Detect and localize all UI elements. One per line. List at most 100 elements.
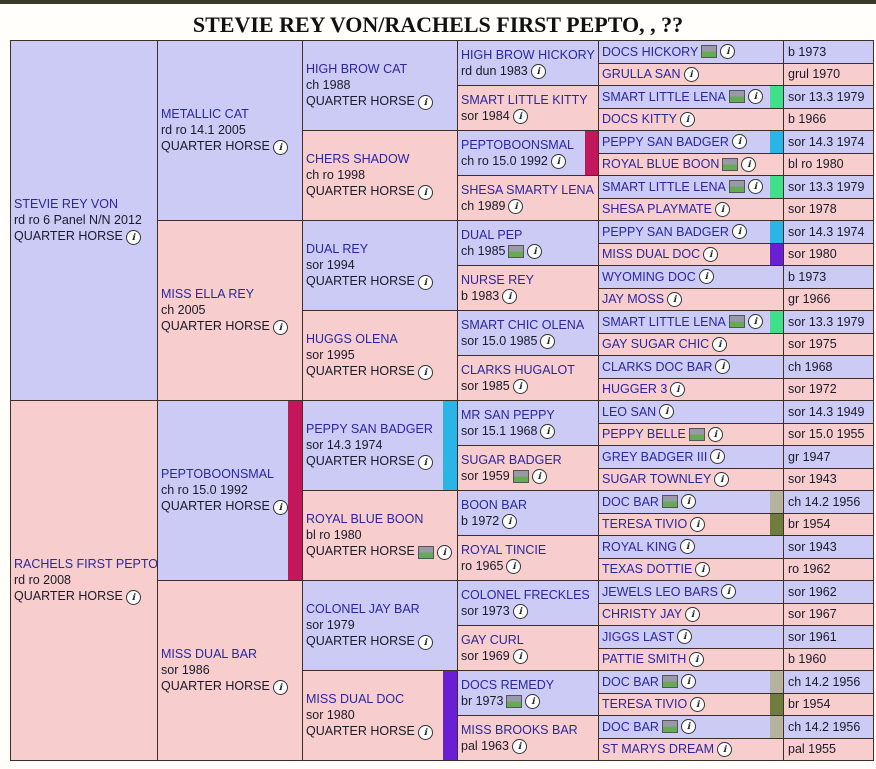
- info-icon[interactable]: ℹ: [703, 246, 719, 262]
- horse-name-link[interactable]: DOC BAR: [602, 719, 659, 734]
- info-icon[interactable]: ℹ: [125, 229, 141, 245]
- horse-cell[interactable]: GREY BADGER III ℹ: [598, 445, 784, 469]
- horse-name-link[interactable]: SMART LITTLE LENA: [602, 179, 726, 194]
- photo-icon[interactable]: [512, 470, 529, 484]
- horse-cell[interactable]: GAY CURL sor 1969 ℹ: [457, 625, 599, 671]
- horse-cell[interactable]: HIGH BROW CAT ch 1988 QUARTER HORSE ℹ: [302, 40, 458, 131]
- info-icon[interactable]: ℹ: [125, 589, 141, 605]
- info-icon[interactable]: ℹ: [540, 424, 556, 440]
- horse-name-link[interactable]: SMART LITTLE LENA: [602, 89, 726, 104]
- info-icon[interactable]: ℹ: [667, 291, 683, 307]
- info-icon[interactable]: ℹ: [680, 111, 696, 127]
- horse-cell[interactable]: DUAL REY sor 1994 QUARTER HORSE ℹ: [302, 220, 458, 311]
- horse-name-link[interactable]: SHESA PLAYMATE: [602, 202, 712, 217]
- info-icon[interactable]: ℹ: [685, 606, 701, 622]
- horse-name-link[interactable]: PEPPY SAN BADGER: [602, 134, 729, 149]
- info-icon[interactable]: ℹ: [436, 544, 452, 560]
- horse-name-link[interactable]: DOC BAR: [602, 494, 659, 509]
- horse-name-link[interactable]: COLONEL FRECKLES: [461, 587, 590, 602]
- horse-cell[interactable]: PEPPY SAN BADGER ℹ: [598, 130, 784, 154]
- horse-cell[interactable]: TEXAS DOTTIE ℹ: [598, 557, 784, 581]
- info-icon[interactable]: ℹ: [670, 381, 686, 397]
- info-icon[interactable]: ℹ: [707, 426, 723, 442]
- horse-name-link[interactable]: ROYAL TINCIE: [461, 542, 547, 557]
- info-icon[interactable]: ℹ: [715, 201, 730, 217]
- photo-icon[interactable]: [728, 180, 745, 194]
- info-icon[interactable]: ℹ: [710, 449, 726, 465]
- horse-name-link[interactable]: JAY MOSS: [602, 292, 665, 307]
- info-icon[interactable]: ℹ: [680, 494, 696, 510]
- horse-cell[interactable]: MISS BROOKS BAR pal 1963 ℹ: [457, 715, 599, 761]
- horse-name-link[interactable]: CHERS SHADOW: [306, 152, 410, 167]
- horse-name-link[interactable]: WYOMING DOC: [602, 269, 696, 284]
- photo-icon[interactable]: [701, 45, 718, 59]
- horse-name-link[interactable]: MISS ELLA REY: [161, 287, 255, 302]
- horse-name-link[interactable]: MISS DUAL DOC: [602, 247, 701, 262]
- horse-name-link[interactable]: GRULLA SAN: [602, 67, 681, 82]
- info-icon[interactable]: ℹ: [550, 154, 566, 170]
- horse-cell[interactable]: CHERS SHADOW ch ro 1998 QUARTER HORSE ℹ: [302, 130, 458, 221]
- horse-cell[interactable]: TERESA TIVIO ℹ: [598, 512, 784, 536]
- horse-name-link[interactable]: RACHELS FIRST PEPTO: [14, 557, 158, 572]
- horse-name-link[interactable]: CLARKS DOC BAR: [602, 359, 713, 374]
- info-icon[interactable]: ℹ: [506, 559, 522, 575]
- info-icon[interactable]: ℹ: [690, 696, 706, 712]
- horse-cell[interactable]: MISS DUAL DOC ℹ: [598, 242, 784, 266]
- photo-icon[interactable]: [688, 427, 705, 441]
- horse-name-link[interactable]: STEVIE REY VON: [14, 197, 118, 212]
- horse-name-link[interactable]: HIGH BROW HICKORY: [461, 47, 595, 62]
- horse-name-link[interactable]: DOCS HICKORY: [602, 44, 699, 59]
- horse-cell[interactable]: MISS DUAL DOC sor 1980 QUARTER HORSE ℹ: [302, 670, 458, 761]
- horse-cell[interactable]: ROYAL BLUE BOON ℹ: [598, 152, 784, 176]
- info-icon[interactable]: ℹ: [417, 364, 433, 380]
- horse-cell[interactable]: SHESA SMARTY LENA ch 1989 ℹ: [457, 175, 599, 221]
- info-icon[interactable]: ℹ: [512, 379, 528, 395]
- info-icon[interactable]: ℹ: [659, 404, 675, 420]
- horse-cell[interactable]: HIGH BROW HICKORY rd dun 1983 ℹ: [457, 40, 599, 86]
- info-icon[interactable]: ℹ: [680, 674, 696, 690]
- horse-name-link[interactable]: DOCS REMEDY: [461, 677, 555, 692]
- horse-cell[interactable]: GAY SUGAR CHIC ℹ: [598, 332, 784, 356]
- horse-cell[interactable]: DOCS KITTY ℹ: [598, 107, 784, 131]
- horse-cell[interactable]: DOC BAR ℹ: [598, 670, 784, 694]
- horse-name-link[interactable]: HUGGS OLENA: [306, 332, 398, 347]
- photo-icon[interactable]: [661, 495, 678, 509]
- horse-cell[interactable]: WYOMING DOC ℹ: [598, 265, 784, 289]
- horse-cell[interactable]: MISS ELLA REY ch 2005 QUARTER HORSE ℹ: [157, 220, 303, 401]
- horse-name-link[interactable]: TERESA TIVIO: [602, 697, 688, 712]
- horse-cell[interactable]: SHESA PLAYMATE ℹ: [598, 197, 784, 221]
- horse-name-link[interactable]: SMART LITTLE KITTY: [461, 92, 588, 107]
- info-icon[interactable]: ℹ: [680, 539, 696, 555]
- horse-cell[interactable]: SMART LITTLE KITTY sor 1984 ℹ: [457, 85, 599, 131]
- horse-cell[interactable]: ROYAL KING ℹ: [598, 535, 784, 559]
- horse-name-link[interactable]: HIGH BROW CAT: [306, 62, 408, 77]
- horse-name-link[interactable]: PEPPY BELLE: [602, 427, 686, 442]
- horse-cell[interactable]: SUGAR BADGER sor 1959 ℹ: [457, 445, 599, 491]
- horse-cell[interactable]: SMART CHIC OLENA sor 15.0 1985 ℹ: [457, 310, 599, 356]
- horse-cell[interactable]: DOC BAR ℹ: [598, 715, 784, 739]
- info-icon[interactable]: ℹ: [540, 334, 556, 350]
- photo-icon[interactable]: [728, 90, 745, 104]
- horse-name-link[interactable]: SMART CHIC OLENA: [461, 317, 585, 332]
- horse-name-link[interactable]: DUAL PEP: [461, 227, 523, 242]
- info-icon[interactable]: ℹ: [731, 134, 747, 150]
- info-icon[interactable]: ℹ: [695, 561, 711, 577]
- info-icon[interactable]: ℹ: [712, 336, 728, 352]
- horse-name-link[interactable]: DOCS KITTY: [602, 112, 678, 127]
- photo-icon[interactable]: [661, 720, 678, 734]
- info-icon[interactable]: ℹ: [721, 584, 737, 600]
- horse-cell[interactable]: MISS DUAL BAR sor 1986 QUARTER HORSE ℹ: [157, 580, 303, 761]
- info-icon[interactable]: ℹ: [741, 156, 757, 172]
- horse-name-link[interactable]: DOC BAR: [602, 674, 659, 689]
- info-icon[interactable]: ℹ: [417, 184, 433, 200]
- info-icon[interactable]: ℹ: [680, 719, 696, 735]
- horse-cell[interactable]: GRULLA SAN ℹ: [598, 62, 784, 86]
- horse-cell[interactable]: CLARKS HUGALOT sor 1985 ℹ: [457, 355, 599, 401]
- horse-cell[interactable]: ROYAL BLUE BOON bl ro 1980 QUARTER HORSE ℹ: [302, 490, 458, 581]
- horse-cell[interactable]: CLARKS DOC BAR ℹ: [598, 355, 784, 379]
- info-icon[interactable]: ℹ: [417, 724, 433, 740]
- info-icon[interactable]: ℹ: [417, 634, 433, 650]
- horse-cell[interactable]: ROYAL TINCIE ro 1965 ℹ: [457, 535, 599, 581]
- info-icon[interactable]: ℹ: [698, 269, 714, 285]
